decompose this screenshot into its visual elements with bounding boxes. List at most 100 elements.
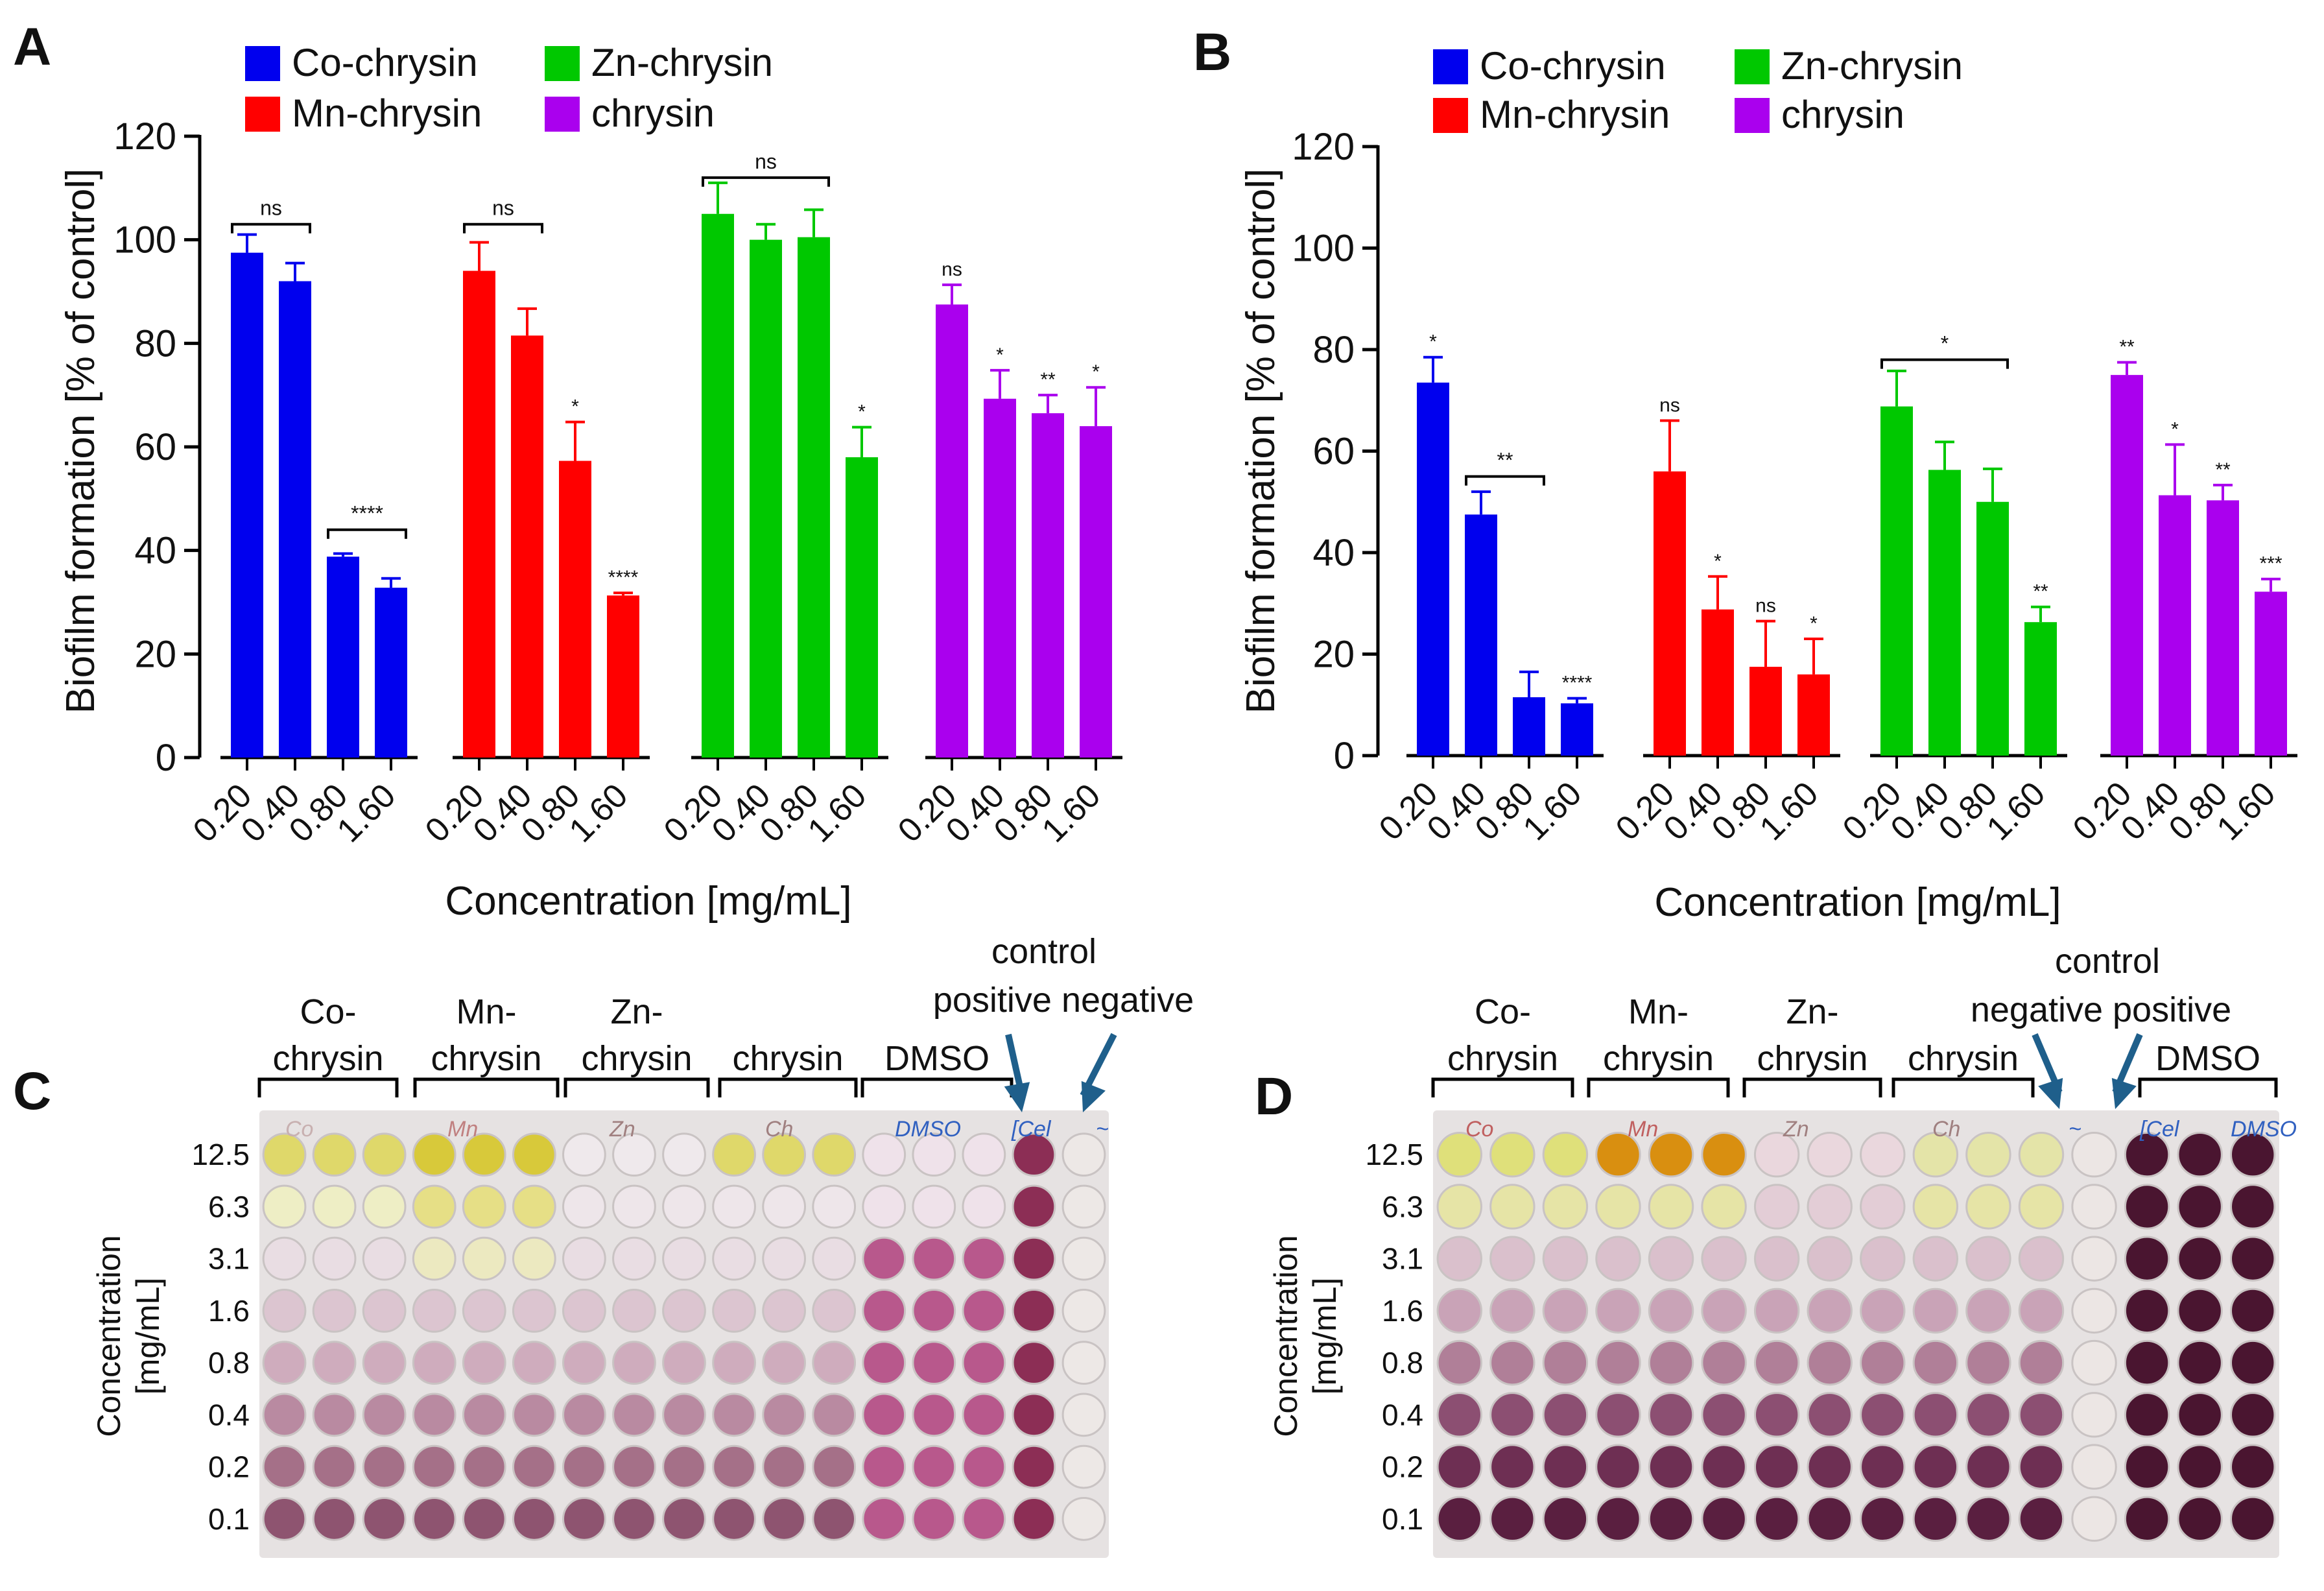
- group-bracket: [563, 1077, 710, 1097]
- well: [762, 1496, 806, 1541]
- well: [1542, 1496, 1589, 1542]
- well: [2230, 1184, 2276, 1230]
- well: [1965, 1287, 2011, 1334]
- panel-label: A: [13, 18, 51, 77]
- well: [1860, 1444, 1906, 1490]
- bar: [1417, 382, 1449, 756]
- well: [2230, 1132, 2276, 1178]
- well: [1807, 1132, 1853, 1178]
- well: [1595, 1339, 1641, 1386]
- group-bracket: [1891, 1077, 2035, 1097]
- row-label: 0.1: [1382, 1502, 1423, 1536]
- well: [562, 1132, 606, 1177]
- legend-swatch: [1433, 98, 1468, 133]
- x-tick-label: 1.60: [1980, 774, 2053, 848]
- well: [1965, 1236, 2011, 1282]
- legend-swatch: [545, 97, 580, 132]
- bar: [2159, 495, 2191, 756]
- significance-label: *: [571, 396, 579, 418]
- well: [312, 1236, 357, 1281]
- well: [2018, 1287, 2065, 1334]
- well: [462, 1289, 506, 1333]
- well: [1489, 1184, 1536, 1230]
- row-label: 1.6: [208, 1294, 250, 1328]
- group-label-line1: Mn-: [1628, 992, 1689, 1031]
- group-label-line2: chrysin: [272, 1039, 383, 1078]
- row-label: 3.1: [208, 1242, 250, 1276]
- well: [2124, 1392, 2170, 1438]
- well: [662, 1393, 706, 1437]
- significance-label: ***: [2259, 553, 2282, 575]
- well: [962, 1289, 1006, 1333]
- x-axis-title: Concentration [mg/mL]: [1654, 880, 2061, 925]
- bar: [1561, 703, 1593, 756]
- well: [2177, 1339, 2223, 1386]
- well: [1436, 1444, 1482, 1490]
- bracket-label: ****: [351, 502, 383, 525]
- well: [462, 1393, 506, 1437]
- significance-label: ****: [608, 567, 639, 588]
- group-bracket: [413, 1077, 560, 1097]
- well: [1860, 1339, 1906, 1386]
- well: [1012, 1341, 1056, 1385]
- well: [1965, 1132, 2011, 1178]
- well: [412, 1393, 456, 1437]
- bar: [607, 595, 639, 758]
- significance-label: **: [2119, 337, 2135, 358]
- well: [812, 1444, 857, 1489]
- bar: [1654, 471, 1686, 756]
- control-subtitle: positive negative: [933, 981, 1194, 1020]
- well: [512, 1184, 556, 1229]
- y-tick-label: 0: [1334, 735, 1355, 777]
- well: [2177, 1132, 2223, 1178]
- well: [1648, 1236, 1694, 1282]
- significance-bracket: [327, 528, 407, 539]
- well: [762, 1444, 806, 1489]
- well: [1489, 1496, 1536, 1542]
- well: [2177, 1496, 2223, 1542]
- group-bracket: [718, 1077, 858, 1097]
- well: [2124, 1236, 2170, 1282]
- well: [262, 1236, 307, 1281]
- well: [562, 1184, 606, 1229]
- well: [1912, 1496, 1959, 1542]
- well: [1807, 1392, 1853, 1438]
- well: [1595, 1392, 1641, 1438]
- bracket-label: **: [1497, 449, 1513, 472]
- well: [512, 1393, 556, 1437]
- well: [1807, 1339, 1853, 1386]
- well: [312, 1496, 357, 1541]
- well: [1436, 1236, 1482, 1282]
- well: [312, 1289, 357, 1333]
- well: [2177, 1236, 2223, 1282]
- well: [2230, 1339, 2276, 1386]
- well: [2124, 1339, 2170, 1386]
- legend-label: chrysin: [1781, 93, 1904, 136]
- well: [1595, 1132, 1641, 1178]
- group-label-line1: Zn-: [1786, 992, 1839, 1031]
- arrow-head: [1081, 1081, 1106, 1112]
- group-bracket: [860, 1077, 1014, 1097]
- row-label: 6.3: [208, 1190, 250, 1223]
- well: [1489, 1236, 1536, 1282]
- well: [1061, 1236, 1106, 1281]
- well: [512, 1132, 556, 1177]
- well: [512, 1289, 556, 1333]
- well: [762, 1393, 806, 1437]
- well: [762, 1236, 806, 1281]
- well: [1860, 1496, 1906, 1542]
- plate-handwriting: Ch: [765, 1117, 793, 1142]
- bar: [846, 457, 878, 758]
- y-tick-label: 120: [1292, 126, 1355, 168]
- well: [1012, 1132, 1056, 1177]
- well: [1489, 1287, 1536, 1334]
- well: [912, 1132, 956, 1177]
- plate-photo: [1433, 1110, 2279, 1558]
- well: [712, 1132, 756, 1177]
- well: [1012, 1236, 1056, 1281]
- plate-handwriting: Mn: [1628, 1117, 1658, 1142]
- well: [1012, 1393, 1056, 1437]
- well: [2018, 1236, 2065, 1282]
- well: [1701, 1236, 1747, 1282]
- significance-label: **: [2033, 581, 2048, 603]
